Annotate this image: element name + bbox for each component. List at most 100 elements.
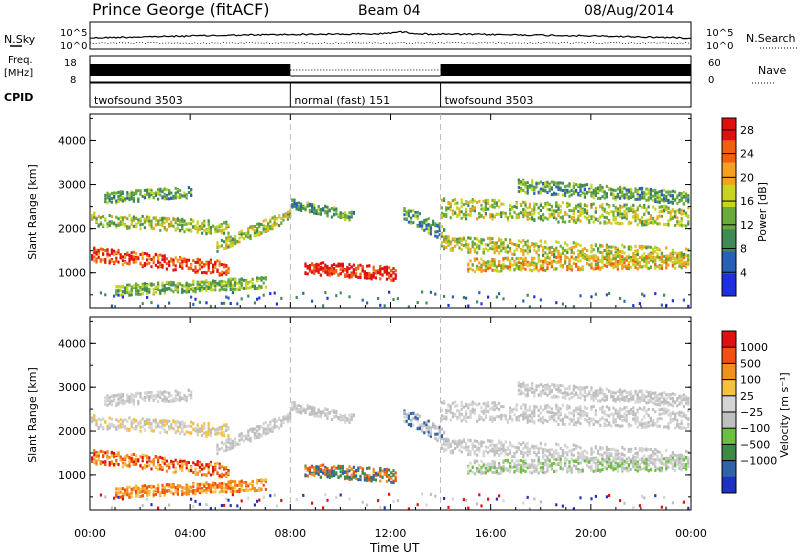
power-cell <box>663 260 666 264</box>
power-cell <box>121 263 124 267</box>
power-cell <box>621 187 624 191</box>
power-cell <box>451 212 454 216</box>
power-cell <box>627 260 630 264</box>
power-cell <box>201 280 204 284</box>
power-cell <box>616 262 619 266</box>
power-cell <box>152 196 155 199</box>
velocity-cell <box>258 498 261 502</box>
velocity-cell <box>121 424 124 428</box>
velocity-cell <box>286 420 289 424</box>
power-cbar-label: Power [dB] <box>756 182 769 242</box>
power-cell <box>473 199 476 203</box>
power-cell <box>625 267 628 270</box>
power-cell <box>328 271 331 275</box>
power-cell <box>608 218 611 222</box>
power-cell <box>91 217 94 221</box>
velocity-cell <box>106 454 109 458</box>
power-cell <box>326 209 329 213</box>
power-cell <box>678 261 681 265</box>
velocity-cell <box>159 396 162 400</box>
power-cell <box>473 209 476 213</box>
power-cell <box>524 267 527 271</box>
power-cell <box>352 211 355 215</box>
velocity-cell <box>139 490 142 494</box>
power-cell <box>429 230 432 234</box>
power-cell <box>665 254 668 258</box>
power-cell <box>143 285 146 289</box>
power-cell <box>473 206 476 210</box>
velocity-cell <box>161 488 164 492</box>
power-cell <box>645 198 648 202</box>
power-cell <box>390 269 393 273</box>
velocity-cell <box>95 462 98 466</box>
velocity-cell <box>132 421 135 425</box>
power-cell <box>97 252 100 256</box>
power-cell <box>568 184 571 188</box>
power-cell <box>146 217 149 221</box>
velocity-cell <box>157 483 160 487</box>
power-cell <box>489 241 492 245</box>
velocity-cell <box>121 487 124 491</box>
power-cell <box>537 248 540 252</box>
power-cell <box>676 196 679 200</box>
power-cell <box>619 195 622 199</box>
power-cell <box>603 209 606 213</box>
power-cell <box>97 248 100 252</box>
power-cell <box>579 210 582 214</box>
power-cell <box>139 288 142 292</box>
power-cell <box>498 238 501 242</box>
power-cell <box>522 188 525 192</box>
power-cell <box>674 212 677 216</box>
velocity-cell <box>181 486 184 490</box>
velocity-cell <box>304 464 307 468</box>
power-cell <box>645 187 648 191</box>
power-cell <box>418 221 421 225</box>
power-cell <box>341 264 344 268</box>
power-cell <box>161 217 164 221</box>
power-cell <box>465 245 468 249</box>
velocity-cell <box>262 432 265 436</box>
power-cell <box>533 211 536 215</box>
power-cell <box>128 195 131 199</box>
velocity-cell <box>106 399 109 402</box>
power-cell <box>498 264 501 267</box>
power-cell <box>247 282 250 286</box>
power-cell <box>106 196 109 200</box>
velocity-cell <box>174 399 177 402</box>
power-cell <box>570 189 573 192</box>
power-cell <box>566 248 569 252</box>
power-cell <box>627 254 630 258</box>
power-cell <box>159 223 162 227</box>
power-cell <box>146 262 149 266</box>
velocity-cell <box>223 503 226 507</box>
power-cell <box>163 221 166 225</box>
power-cell <box>636 188 639 192</box>
velocity-cell <box>269 494 272 498</box>
velocity-cell <box>308 467 311 471</box>
power-cell <box>390 278 393 282</box>
power-cell <box>482 250 485 253</box>
power-cell <box>682 252 685 256</box>
power-cell <box>491 245 494 249</box>
velocity-cell <box>139 429 142 433</box>
power-cell <box>638 204 641 208</box>
power-cell <box>93 212 96 216</box>
power-cell <box>592 193 595 197</box>
power-cell <box>462 244 465 247</box>
power-cell <box>207 227 210 231</box>
power-cell <box>212 281 215 285</box>
velocity-cell <box>181 420 184 424</box>
power-cell <box>482 207 485 211</box>
power-cell <box>590 245 593 249</box>
power-cell <box>581 251 584 255</box>
power-cell <box>234 238 237 242</box>
power-cell <box>647 189 650 193</box>
power-cell <box>601 189 604 193</box>
power-cell <box>548 189 551 193</box>
power-cell <box>671 189 674 193</box>
power-cell <box>322 208 325 212</box>
power-cell <box>451 199 454 203</box>
power-cell <box>572 241 575 245</box>
power-cell <box>110 215 113 218</box>
power-cell <box>608 262 611 266</box>
